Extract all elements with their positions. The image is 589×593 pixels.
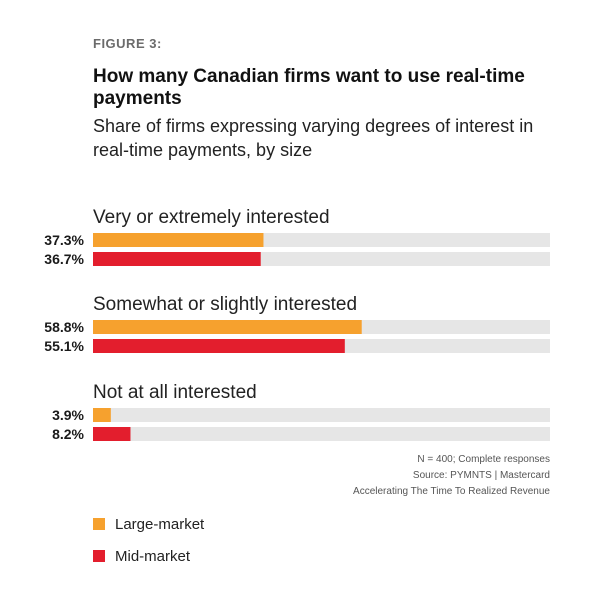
legend-item-mid-market: Mid-market bbox=[93, 546, 204, 566]
legend-swatch-large-market bbox=[93, 518, 105, 530]
bar-large-market-somewhat-or-slightly-interested bbox=[93, 320, 362, 334]
figure-label: FIGURE 3: bbox=[93, 36, 162, 51]
bar-large-market-not-at-all-interested bbox=[93, 408, 111, 422]
category-label-somewhat-or-slightly-interested: Somewhat or slightly interested bbox=[93, 294, 357, 315]
bar-mid-market-somewhat-or-slightly-interested bbox=[93, 339, 345, 353]
category-label-not-at-all-interested: Not at all interested bbox=[93, 382, 257, 403]
value-label-mid-market-somewhat-or-slightly-interested: 55.1% bbox=[44, 338, 84, 354]
value-label-mid-market-not-at-all-interested: 8.2% bbox=[52, 426, 84, 442]
value-label-large-market-not-at-all-interested: 3.9% bbox=[52, 407, 84, 423]
value-label-mid-market-very-or-extremely-interested: 36.7% bbox=[44, 251, 84, 267]
chart-legend: Large-market Mid-market bbox=[93, 514, 204, 578]
legend-item-large-market: Large-market bbox=[93, 514, 204, 534]
bar-track bbox=[93, 427, 550, 441]
source-note: Source: PYMNTS | Mastercard bbox=[412, 470, 550, 481]
value-label-large-market-somewhat-or-slightly-interested: 58.8% bbox=[44, 319, 84, 335]
bar-large-market-very-or-extremely-interested bbox=[93, 233, 264, 247]
bar-mid-market-not-at-all-interested bbox=[93, 427, 131, 441]
sample-note: N = 400; Complete responses bbox=[417, 454, 550, 465]
category-label-very-or-extremely-interested: Very or extremely interested bbox=[93, 207, 330, 228]
chart-subtitle: Share of firms expressing varying degree… bbox=[93, 116, 534, 160]
legend-label-mid-market: Mid-market bbox=[115, 547, 191, 565]
bar-track bbox=[93, 408, 550, 422]
report-note: Accelerating The Time To Realized Revenu… bbox=[353, 486, 550, 497]
chart-notes: N = 400; Complete responses Source: PYMN… bbox=[353, 452, 550, 500]
legend-label-large-market: Large-market bbox=[115, 515, 205, 533]
chart-title: How many Canadian firms want to use real… bbox=[93, 66, 525, 109]
bar-mid-market-very-or-extremely-interested bbox=[93, 252, 261, 266]
value-label-large-market-very-or-extremely-interested: 37.3% bbox=[44, 232, 84, 248]
legend-swatch-mid-market bbox=[93, 550, 105, 562]
